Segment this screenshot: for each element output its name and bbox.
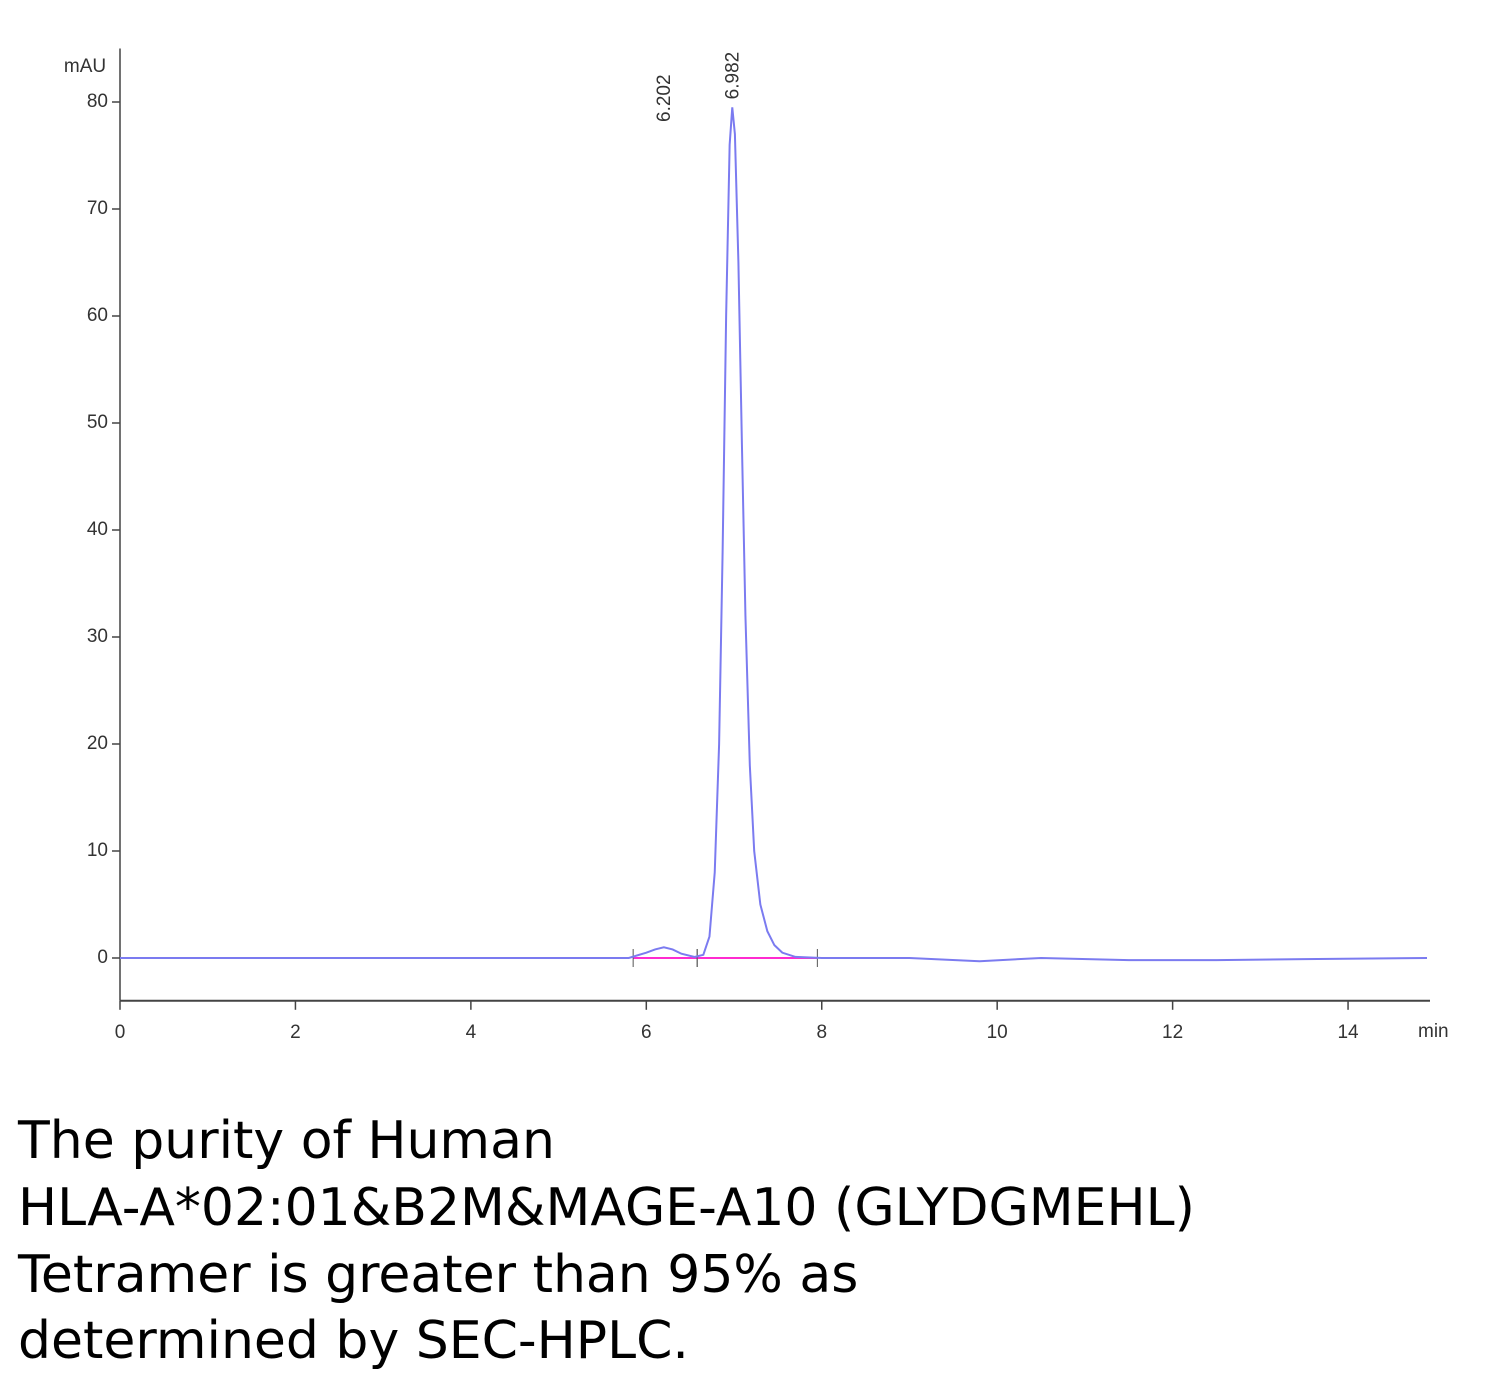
x-tick-label: 12 <box>1162 1022 1183 1043</box>
caption-line: determined by SEC-HPLC. <box>18 1311 689 1371</box>
y-tick-label: 30 <box>87 626 108 647</box>
peak-label: 6.202 <box>654 74 675 122</box>
x-axis-label: min <box>1418 1021 1449 1042</box>
caption-line: The purity of Human <box>17 1111 555 1171</box>
y-tick-label: 40 <box>87 519 108 540</box>
x-tick-label: 10 <box>987 1022 1008 1043</box>
y-tick-label: 10 <box>87 840 108 861</box>
y-tick-label: 80 <box>87 91 108 112</box>
x-tick-label: 2 <box>290 1022 301 1043</box>
x-tick-label: 4 <box>466 1022 477 1043</box>
peak-label: 6.982 <box>722 52 743 100</box>
caption-line: HLA-A*02:01&B2M&MAGE-A10 (GLYDGMEHL) <box>18 1178 1195 1238</box>
x-tick-label: 14 <box>1337 1022 1359 1043</box>
y-tick-label: 50 <box>87 412 108 433</box>
y-axis-label: mAU <box>64 56 106 77</box>
chromatogram-line <box>120 107 1428 963</box>
y-tick-label: 60 <box>87 305 108 326</box>
x-tick-label: 6 <box>641 1022 652 1043</box>
y-tick-label: 70 <box>87 198 108 219</box>
x-tick-label: 0 <box>115 1022 126 1043</box>
y-tick-label: 20 <box>87 733 108 754</box>
x-tick-label: 8 <box>816 1022 827 1043</box>
y-tick-label: 0 <box>97 947 108 968</box>
caption-line: Tetramer is greater than 95% as <box>17 1245 858 1305</box>
